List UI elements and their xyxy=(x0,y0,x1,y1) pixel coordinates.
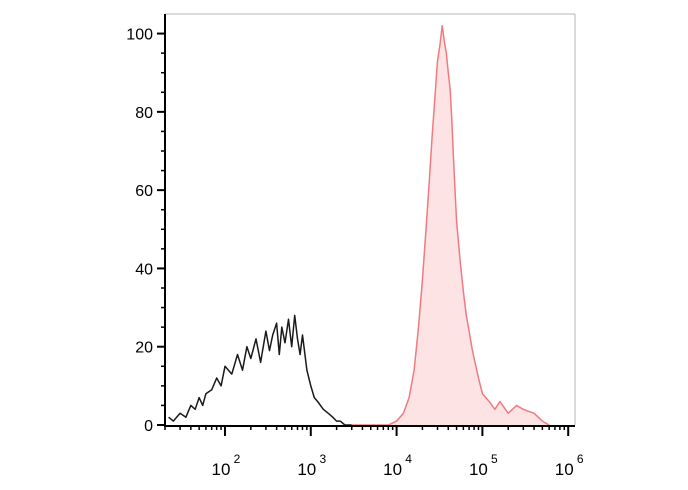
x-tick-label-base: 10 xyxy=(212,460,231,479)
x-tick-label-base: 10 xyxy=(297,460,316,479)
y-tick-label: 0 xyxy=(144,418,153,435)
series-1-fill xyxy=(351,25,550,425)
x-tick-label: 102 xyxy=(212,452,241,479)
y-tick-label: 80 xyxy=(135,105,153,122)
x-tick-label-base: 10 xyxy=(383,460,402,479)
x-tick-label-base: 10 xyxy=(555,460,574,479)
series-0-line xyxy=(168,314,352,426)
y-tick-label: 100 xyxy=(126,27,153,44)
x-tick-label-exponent: 6 xyxy=(577,452,584,466)
x-tick-label-exponent: 4 xyxy=(405,452,412,466)
axes-layer xyxy=(164,14,575,427)
x-tick-label-exponent: 5 xyxy=(491,452,498,466)
y-tick-label: 60 xyxy=(135,183,153,200)
plot-frame xyxy=(165,13,576,425)
x-tick-label: 106 xyxy=(555,452,584,479)
y-tick-label: 20 xyxy=(135,340,153,357)
series-layer xyxy=(168,24,550,426)
x-tick-label: 104 xyxy=(383,452,412,479)
x-tick-label: 103 xyxy=(297,452,326,479)
x-tick-label: 105 xyxy=(469,452,498,479)
y-axis-ticks: 0 20 40 60 80 100 xyxy=(126,27,165,435)
x-tick-label-base: 10 xyxy=(469,460,488,479)
series-1-line xyxy=(351,24,550,426)
x-tick-label-exponent: 2 xyxy=(234,452,241,466)
y-tick-label: 40 xyxy=(135,261,153,278)
x-tick-label-exponent: 3 xyxy=(319,452,326,466)
